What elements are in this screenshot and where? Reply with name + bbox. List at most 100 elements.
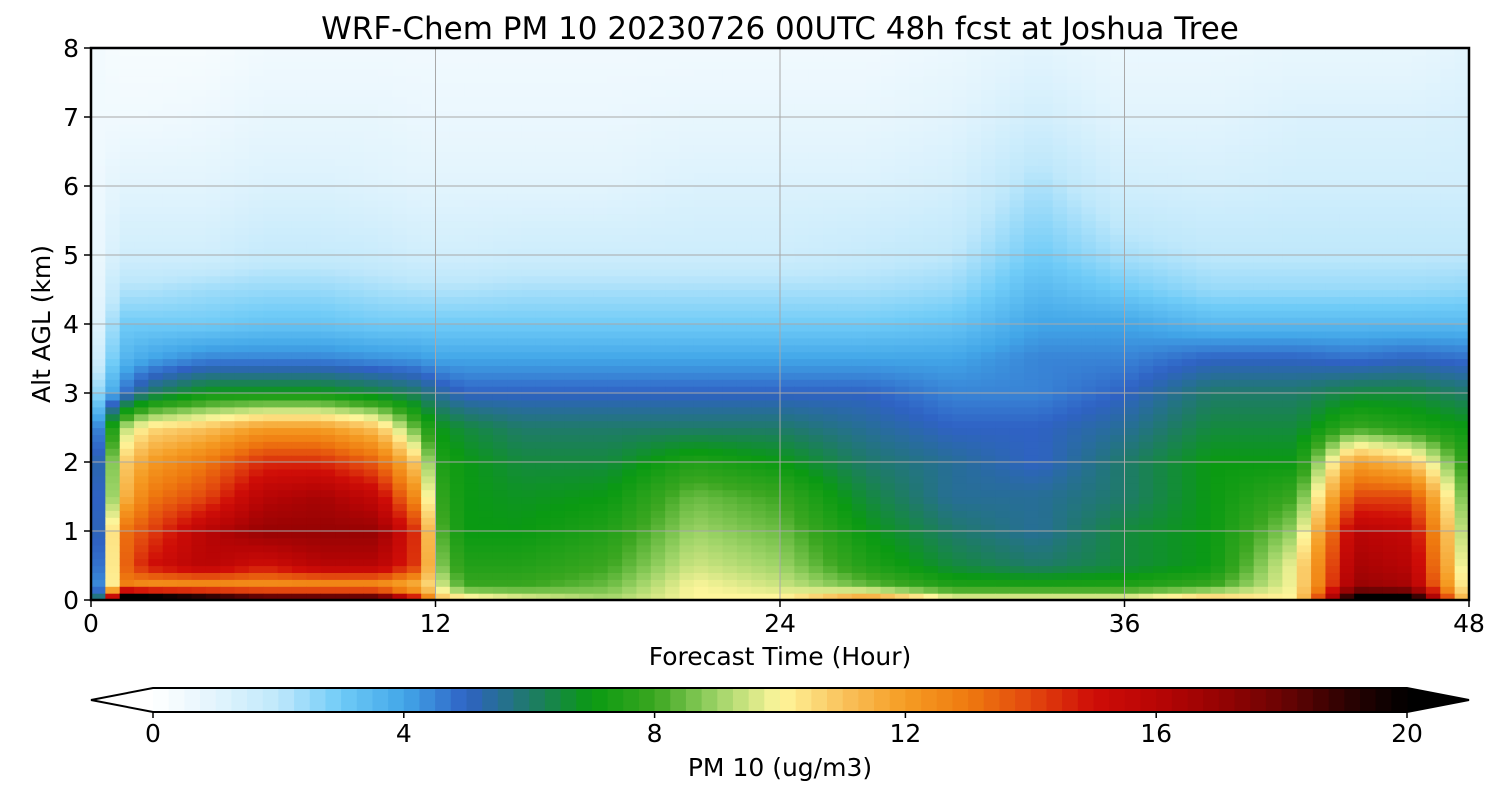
heatmap-cell [579, 551, 594, 560]
heatmap-cell [449, 48, 465, 56]
heatmap-cell [837, 158, 853, 166]
heatmap-cell [837, 172, 853, 180]
heatmap-cell [320, 117, 336, 125]
heatmap-cell [837, 441, 853, 449]
heatmap-cell [134, 144, 150, 153]
heatmap-cell [593, 593, 609, 601]
heatmap-cell [966, 275, 982, 284]
heatmap-cell [622, 413, 638, 422]
heatmap-cell [966, 179, 982, 187]
heatmap-cell [162, 503, 178, 511]
heatmap-cell [291, 365, 307, 373]
heatmap-cell [693, 110, 709, 118]
heatmap-cell [406, 462, 422, 470]
heatmap-cell [234, 248, 250, 256]
heatmap-cell [349, 489, 365, 498]
heatmap-cell [880, 462, 896, 470]
heatmap-cell [492, 82, 508, 90]
heatmap-cell [248, 172, 264, 180]
heatmap-cell [937, 448, 953, 456]
heatmap-cell [148, 206, 164, 215]
heatmap-cell [880, 537, 896, 546]
heatmap-cell [162, 151, 178, 159]
heatmap-cell [808, 248, 824, 256]
heatmap-cell [851, 103, 867, 111]
heatmap-cell [521, 537, 537, 546]
heatmap-cell [421, 489, 437, 498]
heatmap-cell [937, 213, 953, 222]
heatmap-cell [693, 255, 709, 263]
heatmap-cell [909, 103, 925, 111]
heatmap-cell [234, 524, 250, 532]
heatmap-cell [780, 248, 795, 256]
heatmap-cell [449, 455, 465, 463]
heatmap-cell [421, 496, 437, 504]
heatmap-cell [937, 386, 953, 394]
heatmap-cell [507, 358, 523, 366]
heatmap-cell [119, 337, 135, 346]
heatmap-cell [320, 558, 336, 567]
heatmap-cell [464, 227, 480, 235]
heatmap-cell [607, 399, 623, 408]
heatmap-cell [177, 337, 193, 346]
heatmap-cell [378, 586, 394, 594]
heatmap-cell [507, 110, 523, 118]
heatmap-cell [306, 82, 322, 90]
heatmap-cell [263, 144, 279, 153]
heatmap-cell [119, 158, 135, 166]
heatmap-cell [507, 130, 523, 139]
heatmap-cell [406, 89, 422, 97]
heatmap-cell [679, 558, 695, 567]
heatmap-cell [248, 82, 264, 90]
heatmap-cell [866, 282, 882, 291]
heatmap-cell [579, 586, 594, 594]
heatmap-cell [406, 324, 422, 332]
heatmap-cell [148, 365, 164, 373]
heatmap-cell [248, 289, 264, 297]
heatmap-cell [880, 386, 896, 394]
heatmap-cell [909, 324, 925, 332]
heatmap-cell [119, 275, 135, 284]
heatmap-cell [736, 593, 752, 601]
heatmap-cell [507, 241, 523, 249]
heatmap-cell [406, 565, 422, 573]
heatmap-cell [248, 524, 264, 532]
heatmap-cell [966, 261, 982, 270]
heatmap-cell [91, 448, 106, 456]
heatmap-cell [177, 144, 193, 153]
heatmap-cell [607, 524, 623, 532]
heatmap-cell [679, 586, 695, 594]
heatmap-cell [335, 303, 350, 311]
heatmap-cell [320, 579, 336, 587]
heatmap-cell [335, 289, 350, 297]
heatmap-cell [794, 365, 810, 373]
heatmap-cell [119, 261, 135, 270]
heatmap-cell [91, 206, 106, 215]
heatmap-cell [205, 427, 221, 435]
heatmap-cell [378, 358, 394, 366]
heatmap-cell [894, 544, 910, 553]
heatmap-cell [449, 268, 465, 277]
heatmap-cell [880, 261, 896, 270]
heatmap-cell [191, 75, 207, 84]
heatmap-cell [291, 241, 307, 249]
heatmap-cell [765, 303, 781, 311]
heatmap-cell [837, 117, 853, 125]
heatmap-cell [205, 144, 221, 153]
heatmap-cell [91, 482, 106, 491]
heatmap-cell [205, 220, 221, 228]
heatmap-cell [780, 337, 795, 346]
heatmap-cell [909, 544, 925, 553]
heatmap-cell [736, 441, 752, 449]
heatmap-cell [162, 296, 178, 304]
heatmap-cell [708, 448, 724, 456]
heatmap-cell [191, 303, 207, 311]
heatmap-cell [535, 537, 551, 546]
heatmap-cell [966, 365, 982, 373]
heatmap-cell [765, 531, 781, 539]
heatmap-cell [148, 324, 164, 332]
heatmap-cell [564, 103, 580, 111]
heatmap-cell [794, 420, 810, 429]
heatmap-cell [119, 123, 135, 132]
heatmap-cell [119, 427, 135, 435]
